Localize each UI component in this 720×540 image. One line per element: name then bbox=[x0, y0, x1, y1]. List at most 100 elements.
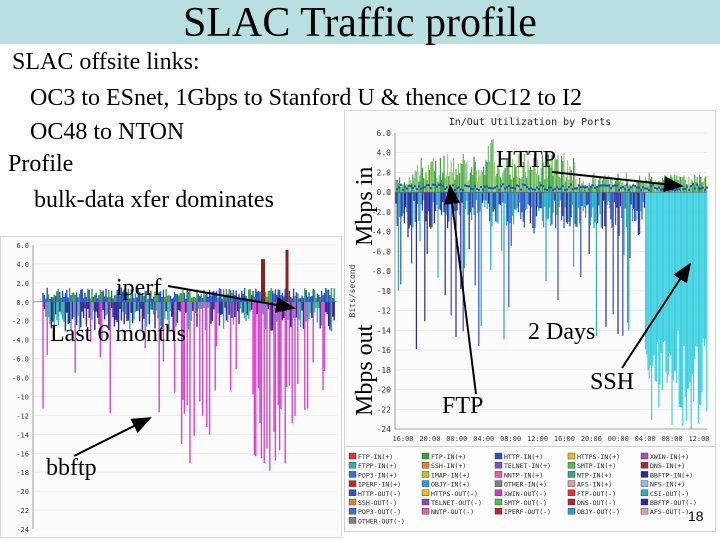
profile-line: bulk-data xfer dominates bbox=[34, 187, 274, 213]
title-bar bbox=[0, 0, 720, 44]
y-tick-label: 4.0 bbox=[16, 261, 29, 269]
legend-label: OBJY-IN(+) bbox=[431, 481, 470, 489]
y-tick-label: -12 bbox=[16, 412, 29, 420]
legend-label: IPERF-IN(+) bbox=[358, 481, 401, 489]
slide-title: SLAC Traffic profile bbox=[183, 0, 537, 46]
legend-label: XWIN-IN(+) bbox=[650, 453, 689, 461]
legend-swatch bbox=[348, 461, 357, 469]
two-day-chart: In/Out Utilization by Ports Bits/second 6.… bbox=[344, 110, 716, 448]
legend-label: SSH-IN(+) bbox=[431, 462, 466, 470]
http-label: HTTP bbox=[496, 147, 556, 173]
x-tick-label: 12:00 bbox=[527, 435, 548, 443]
legend-label: HTTP-OUT(-) bbox=[358, 490, 401, 498]
legend-label: OTHER-OUT(-) bbox=[358, 517, 405, 525]
legend-swatch bbox=[348, 471, 357, 478]
legend-swatch bbox=[640, 508, 649, 515]
y-tick-label: -6.0 bbox=[372, 247, 391, 256]
x-tick-label: 12:00 bbox=[688, 435, 709, 443]
offsite-links-line-1: OC3 to ESnet, 1Gbps to Stanford U & then… bbox=[30, 85, 582, 111]
legend-swatch bbox=[567, 471, 576, 478]
legend-label: BBFTP-OUT(-) bbox=[650, 499, 697, 507]
y-tick-label: -14 bbox=[16, 431, 29, 439]
legend-swatch bbox=[640, 498, 649, 506]
y-tick-label: 6.0 bbox=[16, 242, 29, 250]
iperf-label: iperf bbox=[116, 275, 162, 301]
legend-swatch bbox=[494, 498, 503, 506]
legend-swatch bbox=[567, 452, 576, 460]
legend-label: OBJY-OUT(-) bbox=[577, 508, 620, 516]
legend-label: TELNET-OUT(-) bbox=[431, 499, 482, 507]
bbftp-arrow bbox=[73, 417, 152, 457]
x-tick-label: 16:00 bbox=[392, 435, 413, 443]
legend-label: TELNET-IN(+) bbox=[504, 462, 551, 470]
legend-swatch bbox=[494, 452, 503, 460]
slide-number: 18 bbox=[688, 508, 704, 524]
legend-label: NNTP-IN(+) bbox=[504, 471, 543, 479]
legend-swatch bbox=[348, 480, 357, 487]
legend-label: BBFTP-IN(+) bbox=[650, 471, 693, 479]
legend-label: HTTP-IN(+) bbox=[504, 453, 543, 461]
y-tick-label: 4.0 bbox=[377, 149, 392, 158]
legend-label: XWIN-OUT(-) bbox=[504, 490, 547, 498]
legend-swatch bbox=[567, 461, 576, 469]
y-tick-label: -8.0 bbox=[372, 267, 391, 276]
y-tick-label: -6.0 bbox=[12, 356, 29, 364]
legend-swatch bbox=[421, 471, 430, 478]
legend-label: SSH-OUT(-) bbox=[358, 499, 397, 507]
legend-label: FTP-IN(+) bbox=[431, 453, 466, 461]
legend-swatch bbox=[567, 498, 576, 506]
two-day-chart-y-title: Bits/second bbox=[348, 264, 357, 317]
legend-label: NTP-IN(+) bbox=[577, 471, 612, 479]
http-arrow bbox=[551, 171, 684, 193]
x-tick-label: 16:00 bbox=[554, 435, 575, 443]
legend-swatch bbox=[494, 489, 503, 496]
y-tick-label: -8.0 bbox=[12, 375, 29, 383]
y-tick-label: -24 bbox=[377, 425, 392, 434]
y-tick-label: 2.0 bbox=[16, 280, 29, 288]
legend-label: AFS-IN(+) bbox=[577, 481, 612, 489]
x-tick-label: 08:00 bbox=[662, 435, 683, 443]
legend-swatch bbox=[348, 452, 357, 460]
x-tick-label: 04:00 bbox=[473, 435, 494, 443]
offsite-links-heading: SLAC offsite links: bbox=[12, 49, 200, 75]
port-legend: FTP-IN(+) FTP-IN(+) HTTP-IN(+) HTTPS-IN(+) X… bbox=[344, 446, 716, 532]
y-tick-label: -12 bbox=[377, 307, 392, 316]
legend-label: CSI-OUT(-) bbox=[650, 490, 689, 498]
y-tick-label: 0.0 bbox=[16, 299, 29, 307]
x-tick-label: 04:00 bbox=[635, 435, 656, 443]
legend-swatch bbox=[348, 498, 357, 506]
legend-swatch bbox=[640, 461, 649, 469]
legend-swatch bbox=[421, 480, 430, 487]
y-tick-label: -14 bbox=[377, 326, 392, 335]
x-tick-label: 20:00 bbox=[581, 435, 602, 443]
y-tick-label: 6.0 bbox=[377, 129, 392, 138]
legend-label: NNTP-OUT(-) bbox=[431, 508, 474, 516]
ftp-arrow bbox=[444, 184, 477, 395]
y-tick-label: -18 bbox=[377, 366, 392, 375]
y-tick-label: -20 bbox=[16, 488, 29, 496]
y-tick-label: 2.0 bbox=[377, 168, 392, 177]
y-tick-label: -4.0 bbox=[12, 337, 29, 345]
y-tick-label: -4.0 bbox=[372, 228, 391, 237]
legend-label: IPERF-OUT(-) bbox=[504, 508, 551, 516]
y-tick-label: -22 bbox=[16, 507, 29, 515]
y-tick-label: -10 bbox=[377, 287, 392, 296]
legend-label: HTTPS-OUT(-) bbox=[431, 490, 478, 498]
legend-swatch bbox=[640, 489, 649, 496]
legend-swatch bbox=[348, 508, 357, 515]
legend-swatch bbox=[640, 471, 649, 478]
y-tick-label: -10 bbox=[16, 393, 29, 401]
ssh-arrow bbox=[621, 262, 692, 369]
legend-swatch bbox=[421, 498, 430, 506]
legend-label: OTHER-IN(+) bbox=[504, 481, 547, 489]
two-day-chart-title: In/Out Utilization by Ports bbox=[449, 117, 612, 128]
legend-swatch bbox=[421, 452, 430, 460]
y-tick-label: -16 bbox=[377, 346, 392, 355]
ssh-label: SSH bbox=[590, 369, 635, 395]
profile-heading: Profile bbox=[8, 151, 74, 177]
legend-label: AFS-OUT(-) bbox=[650, 508, 689, 516]
six-month-chart: 6.0 4.0 2.0 0.0 -2.0 -4.0 -6.0 -8.0 -10 -12 -14 -16… bbox=[0, 236, 342, 538]
bbftp-label: bbftp bbox=[46, 455, 97, 481]
legend-label: SMTP-IN(+) bbox=[577, 462, 616, 470]
x-tick-label: 08:00 bbox=[500, 435, 521, 443]
